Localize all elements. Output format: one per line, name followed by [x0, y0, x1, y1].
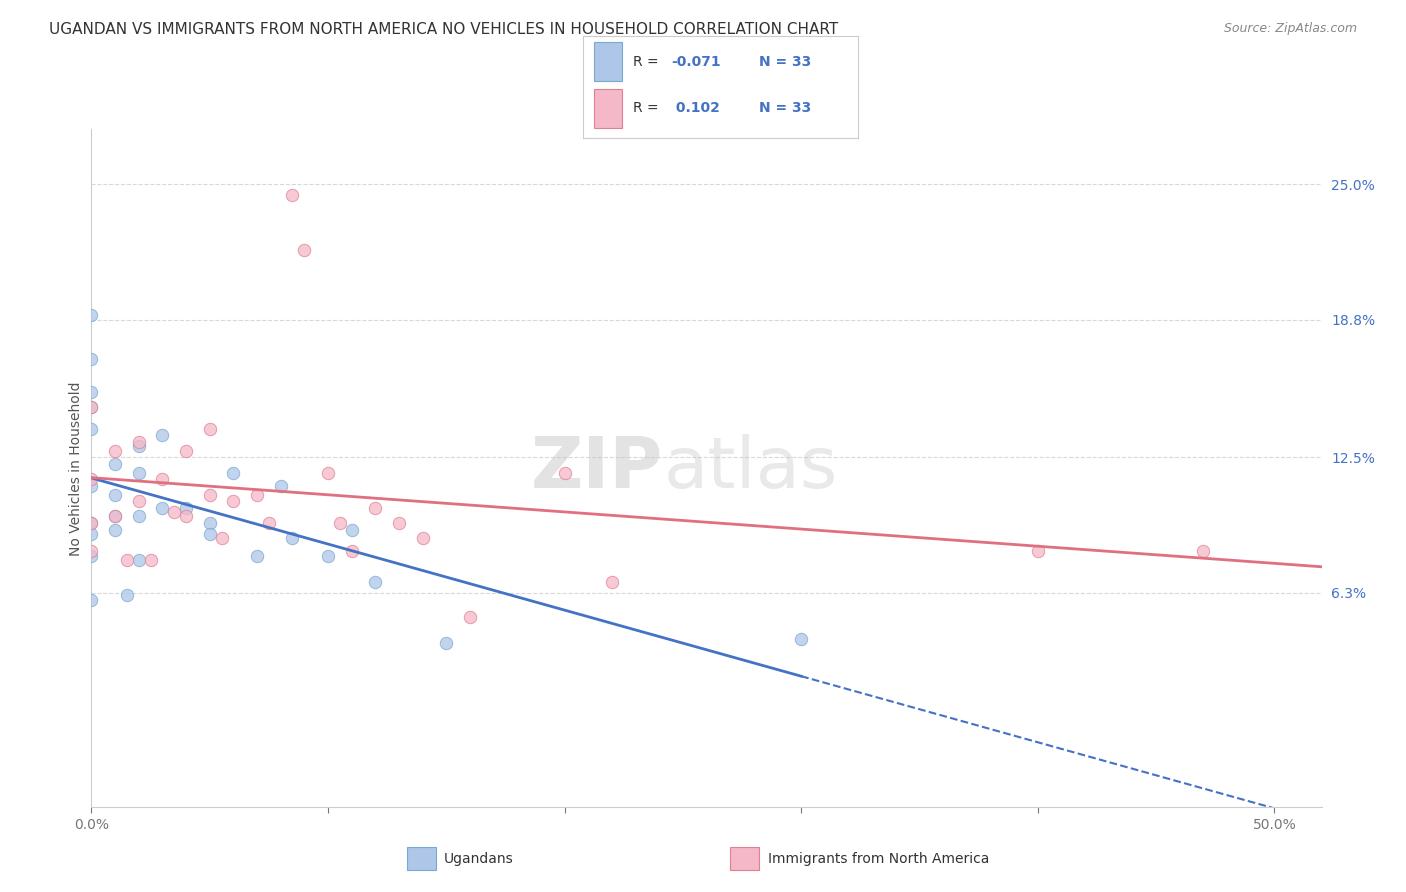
Point [364, 574, 387, 589]
Point [198, 516, 221, 530]
Point [128, 553, 150, 567]
Point [80, 516, 103, 530]
Point [412, 531, 434, 545]
Point [150, 428, 173, 442]
Point [270, 479, 292, 493]
Point [281, 188, 304, 202]
Text: Ugandans: Ugandans [444, 852, 513, 865]
Point [80, 308, 103, 322]
Point [211, 531, 233, 545]
Point [198, 487, 221, 501]
Point [198, 422, 221, 436]
Point [150, 500, 173, 515]
Point [790, 632, 813, 646]
Y-axis label: No Vehicles in Household: No Vehicles in Household [69, 381, 83, 556]
Point [104, 487, 127, 501]
Point [246, 487, 269, 501]
Point [198, 527, 221, 541]
Point [434, 636, 457, 650]
Point [128, 466, 150, 480]
Point [80, 479, 103, 493]
Point [115, 588, 138, 602]
Point [174, 443, 197, 458]
Point [104, 457, 127, 471]
Point [222, 466, 245, 480]
Point [115, 553, 138, 567]
Point [1026, 544, 1049, 558]
Text: N = 33: N = 33 [759, 101, 811, 115]
Text: -0.071: -0.071 [671, 54, 721, 69]
Text: Immigrants from North America: Immigrants from North America [768, 852, 988, 865]
Point [128, 439, 150, 453]
Point [316, 549, 339, 563]
Point [128, 509, 150, 524]
Bar [595, 42, 621, 81]
Point [80, 527, 103, 541]
Point [257, 516, 280, 530]
Point [104, 509, 127, 524]
Point [104, 523, 127, 537]
Text: R =: R = [633, 54, 662, 69]
Point [80, 472, 103, 486]
Point [458, 610, 481, 624]
Point [80, 384, 103, 399]
Point [174, 500, 197, 515]
Point [80, 351, 103, 366]
Point [104, 509, 127, 524]
Bar [730, 847, 759, 871]
Point [1192, 544, 1215, 558]
Point [600, 574, 623, 589]
Point [246, 549, 269, 563]
Point [222, 494, 245, 508]
Point [128, 435, 150, 450]
Point [340, 544, 363, 558]
Point [80, 400, 103, 414]
Point [292, 243, 315, 257]
Text: ZIP: ZIP [531, 434, 664, 503]
Point [139, 553, 162, 567]
Point [364, 500, 387, 515]
Point [174, 509, 197, 524]
Point [388, 516, 411, 530]
Point [128, 494, 150, 508]
Point [80, 592, 103, 607]
Point [163, 505, 186, 519]
Point [80, 400, 103, 414]
Point [80, 549, 103, 563]
Point [104, 443, 127, 458]
Point [329, 516, 352, 530]
Point [80, 544, 103, 558]
Point [80, 422, 103, 436]
Point [340, 523, 363, 537]
Text: atlas: atlas [664, 434, 838, 503]
Text: 0.102: 0.102 [671, 101, 720, 115]
Point [281, 531, 304, 545]
Bar [595, 89, 621, 128]
Point [150, 472, 173, 486]
Bar [406, 847, 436, 871]
Text: UGANDAN VS IMMIGRANTS FROM NORTH AMERICA NO VEHICLES IN HOUSEHOLD CORRELATION CH: UGANDAN VS IMMIGRANTS FROM NORTH AMERICA… [49, 22, 838, 37]
Point [80, 516, 103, 530]
Point [316, 466, 339, 480]
Text: R =: R = [633, 101, 662, 115]
Point [554, 466, 576, 480]
Text: Source: ZipAtlas.com: Source: ZipAtlas.com [1223, 22, 1357, 36]
Text: N = 33: N = 33 [759, 54, 811, 69]
